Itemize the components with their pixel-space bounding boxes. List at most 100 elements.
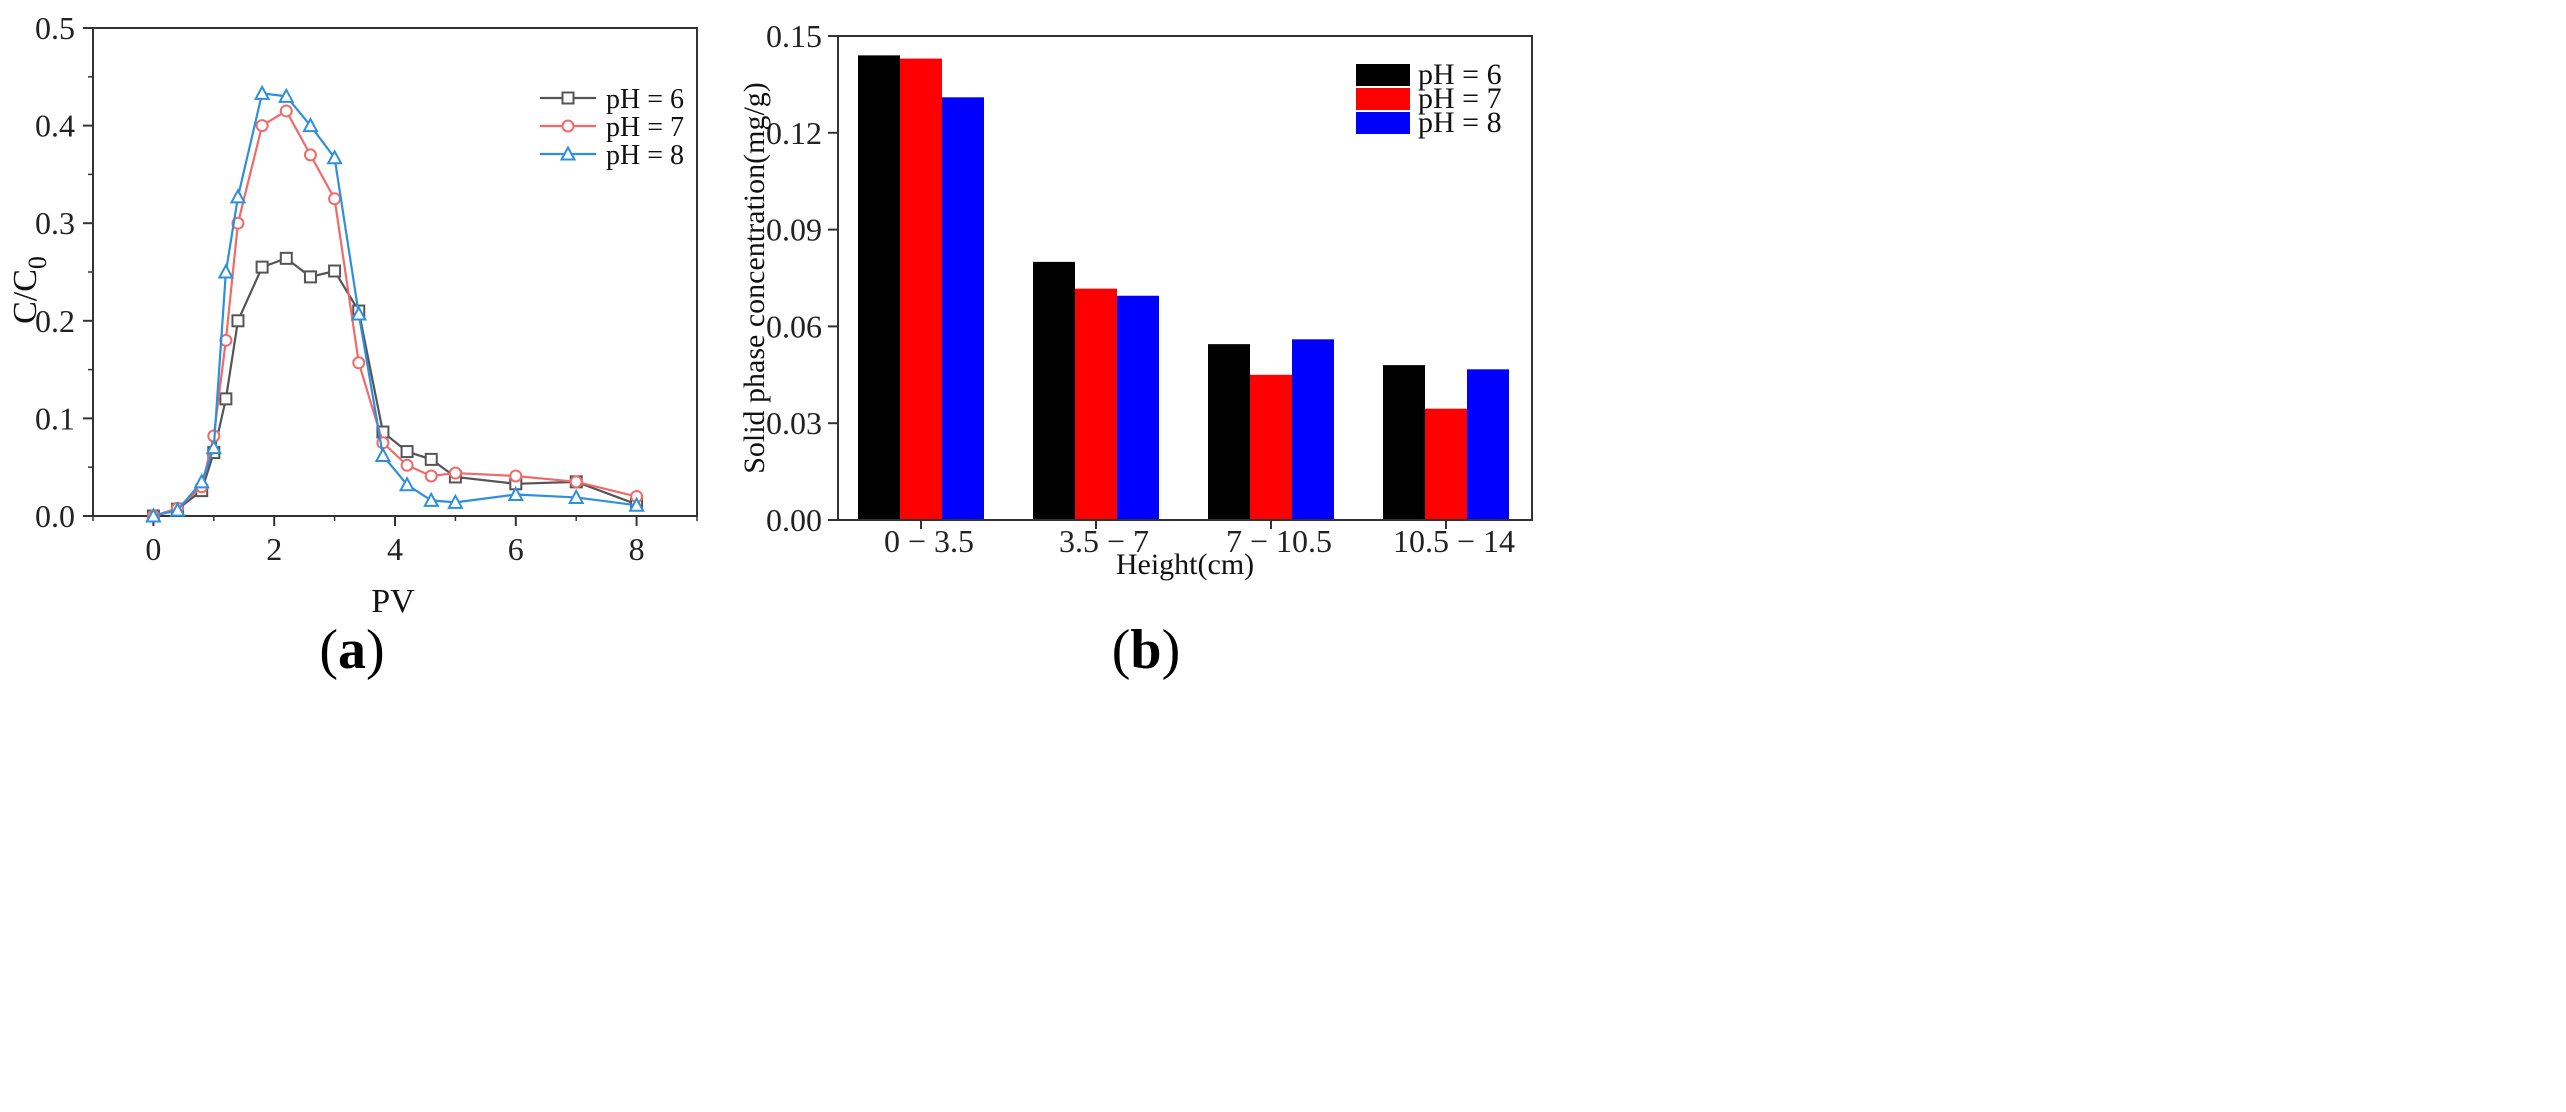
- bar-chart-panel: 0.00 0.03 0.06 0.09 0.12 0.15 0 − 3.5 3.5 − 7 7…: [738, 18, 1533, 581]
- legend-label: pH = 6: [606, 84, 684, 115]
- x-tick-label: 10.5 − 14: [1393, 523, 1515, 559]
- data-point: [231, 314, 245, 328]
- y-axis: 0.0 0.1 0.2 0.3 0.4 0.5: [35, 10, 93, 534]
- x-axis-title: PV: [371, 583, 415, 620]
- bar: [858, 55, 900, 521]
- data-point: [447, 493, 464, 509]
- series-line: [153, 109, 637, 518]
- data-point: [507, 485, 524, 502]
- series-group: [145, 84, 645, 523]
- y-tick-label: 0.3: [35, 205, 75, 241]
- data-point: [303, 148, 317, 162]
- x-tick-label: 0: [145, 531, 161, 567]
- data-point: [328, 192, 342, 206]
- y-tick-label: 0.0: [35, 498, 75, 534]
- data-point: [423, 491, 440, 507]
- panel-label-b: (b): [1112, 619, 1180, 681]
- data-point: [628, 496, 645, 512]
- legend-item: pH = 7: [540, 112, 684, 143]
- panel-label-a: (a): [319, 619, 384, 681]
- data-point: [569, 475, 583, 489]
- panel-label-b-letter: b: [1130, 619, 1161, 681]
- bar: [1250, 374, 1292, 520]
- y-axis: 0.00 0.03 0.06 0.09 0.12 0.15: [766, 18, 838, 538]
- x-tick-label: 8: [629, 531, 645, 567]
- y-tick-label: 0.03: [766, 405, 822, 441]
- data-point: [398, 476, 416, 492]
- bar: [1208, 344, 1250, 520]
- data-point: [278, 87, 295, 103]
- bar: [1383, 365, 1425, 520]
- legend: pH = 6pH = 7pH = 8: [540, 84, 684, 171]
- data-point: [229, 188, 247, 204]
- x-tick-label: 7 − 10.5: [1226, 523, 1332, 559]
- y-tick-label: 0.09: [766, 212, 822, 248]
- y-axis-title: Solid phase concentration(mg/g): [738, 82, 771, 474]
- x-tick-label: 4: [387, 531, 403, 567]
- legend-item: pH = 8: [1356, 106, 1502, 139]
- data-point: [400, 458, 414, 472]
- data-point: [328, 264, 342, 278]
- y-tick-label: 0.5: [35, 10, 75, 46]
- bar: [900, 58, 942, 520]
- x-axis-title: Height(cm): [1116, 548, 1254, 581]
- y-tick-label: 0.06: [766, 308, 822, 344]
- data-point: [145, 507, 162, 523]
- data-point: [302, 117, 319, 133]
- y-tick-label: 0.1: [35, 400, 75, 436]
- series-pH-8: [145, 84, 645, 523]
- x-tick-label: 6: [508, 531, 524, 567]
- data-point: [374, 446, 392, 462]
- data-point: [568, 488, 585, 504]
- y-tick-label: 0.00: [766, 502, 822, 538]
- data-point: [193, 473, 210, 489]
- y-axis-title-main: C/C: [7, 269, 44, 324]
- bar: [1425, 408, 1467, 520]
- legend-label: pH = 8: [606, 140, 684, 171]
- y-tick-label: 0.2: [35, 303, 75, 339]
- legend-item: pH = 6: [540, 84, 684, 115]
- x-tick-label: 0 − 3.5: [884, 523, 974, 559]
- legend-swatch: [1356, 64, 1410, 86]
- legend: pH = 6pH = 7pH = 8: [1356, 58, 1502, 139]
- x-tick-label: 3.5 − 7: [1059, 523, 1149, 559]
- data-point: [350, 305, 367, 321]
- legend-item: pH = 7: [1356, 82, 1502, 115]
- data-point: [255, 260, 269, 274]
- data-point: [255, 119, 269, 133]
- series-line: [153, 257, 637, 518]
- data-point: [219, 392, 233, 406]
- bar: [1467, 369, 1509, 520]
- x-axis: 0 2 4 6 8: [92, 516, 698, 567]
- data-point: [303, 270, 317, 284]
- y-axis-title: C/C0: [7, 256, 52, 324]
- bars-group: [858, 55, 1509, 521]
- panel-label-a-letter: a: [338, 619, 366, 681]
- x-tick-label: 2: [266, 531, 282, 567]
- y-tick-label: 0.4: [35, 108, 75, 144]
- data-point: [509, 469, 523, 483]
- data-point: [448, 466, 462, 480]
- legend-label: pH = 6: [1418, 58, 1502, 91]
- y-tick-label: 0.12: [766, 115, 822, 151]
- data-point: [400, 445, 414, 459]
- x-axis: 0 − 3.5 3.5 − 7 7 − 10.5 10.5 − 14: [884, 520, 1515, 559]
- data-point: [169, 501, 186, 517]
- legend-label: pH = 7: [606, 112, 684, 143]
- legend-label: pH = 7: [1418, 82, 1502, 115]
- y-axis-title-subscript: 0: [23, 256, 52, 269]
- data-point: [205, 439, 222, 455]
- legend-item: pH = 8: [540, 140, 684, 171]
- legend-label: pH = 8: [1418, 106, 1502, 139]
- y-tick-label: 0.15: [766, 18, 822, 54]
- data-point: [424, 469, 438, 483]
- bar: [942, 97, 984, 520]
- data-point: [326, 149, 343, 165]
- data-point: [352, 356, 366, 370]
- data-point: [279, 104, 293, 118]
- data-point: [561, 119, 575, 133]
- legend-swatch: [1356, 112, 1410, 134]
- plot-frame: [837, 35, 1533, 521]
